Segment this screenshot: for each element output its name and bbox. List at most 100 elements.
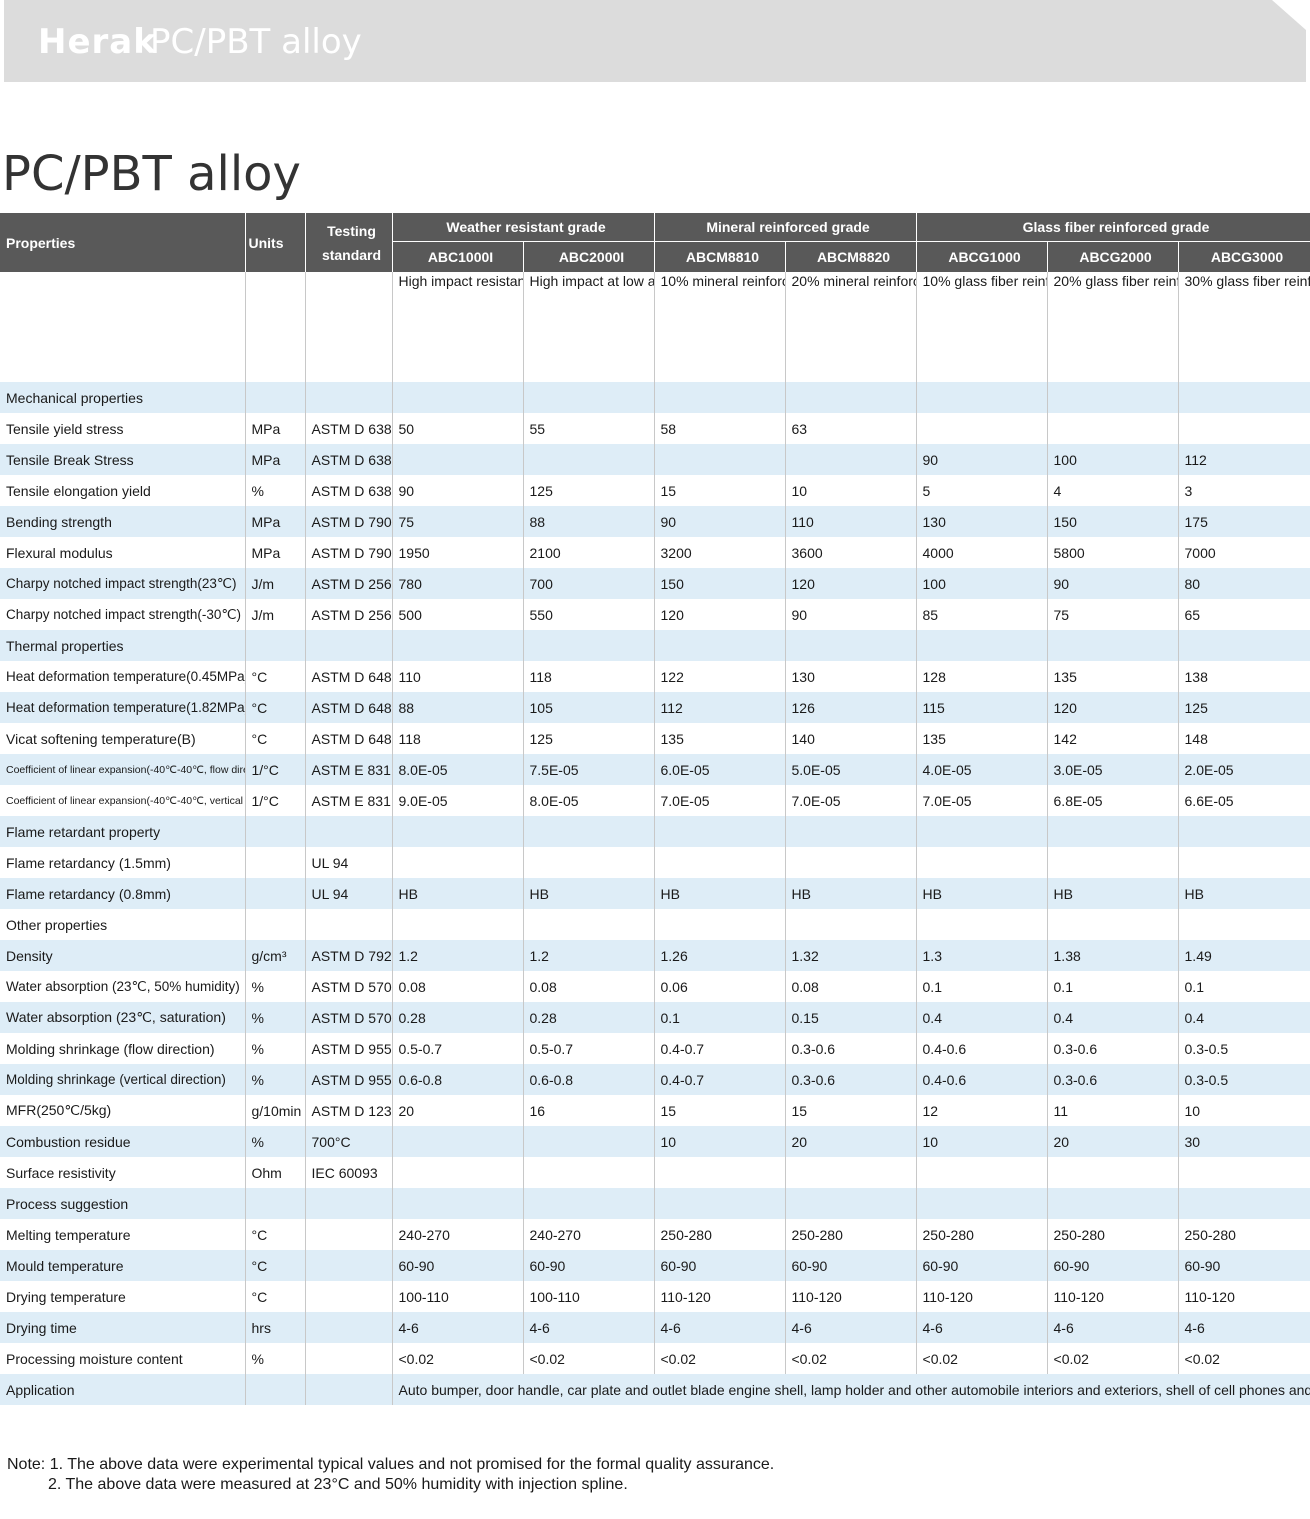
cell: 0.08	[785, 971, 917, 1002]
cell: ASTM E 831	[305, 754, 393, 785]
grade-header: ABCG1000	[916, 241, 1048, 272]
cell: 0.3-0.5	[1178, 1064, 1310, 1095]
cell: 0.28	[523, 1002, 655, 1033]
cell	[654, 847, 786, 878]
property-name: Tensile elongation yield	[0, 475, 246, 506]
cell	[916, 1157, 1048, 1188]
cell	[245, 878, 306, 909]
cell: 50	[392, 413, 524, 444]
cell: 240-270	[392, 1219, 524, 1250]
table-row: Melting temperature °C 240-270 240-270 250-2…	[0, 1219, 1310, 1250]
cell	[1178, 1188, 1310, 1219]
cell: HB	[392, 878, 524, 909]
cell	[785, 444, 917, 475]
cell: HB	[785, 878, 917, 909]
cell: 0.3-0.6	[1047, 1064, 1179, 1095]
cell	[1047, 816, 1179, 847]
cell	[654, 1157, 786, 1188]
cell: ASTM D 256	[305, 568, 393, 599]
cell	[305, 272, 393, 382]
cell: 250-280	[916, 1219, 1048, 1250]
cell: 1.32	[785, 940, 917, 971]
cell: 118	[392, 723, 524, 754]
property-name: Processing moisture content	[0, 1343, 246, 1374]
table-row: Vicat softening temperature(B) °C ASTM D 6…	[0, 723, 1310, 754]
description-row: High impact resistance; high fluidity; g…	[0, 272, 1310, 382]
cell	[1178, 1157, 1310, 1188]
cell	[785, 909, 917, 940]
cell: 88	[392, 692, 524, 723]
table-row: Coefficient of linear expansion(-40℃-40℃…	[0, 754, 1310, 785]
grade-header: ABCM8810	[654, 241, 786, 272]
cell: 1.3	[916, 940, 1048, 971]
cell	[245, 1374, 306, 1405]
cell: 20	[392, 1095, 524, 1126]
cell: 500	[392, 599, 524, 630]
cell: 60-90	[1047, 1250, 1179, 1281]
cell: 128	[916, 661, 1048, 692]
section-title: Thermal properties	[0, 630, 246, 661]
cell	[654, 630, 786, 661]
header-cell: Testing standard	[305, 213, 393, 272]
cell: 1.2	[523, 940, 655, 971]
property-name: Coefficient of linear expansion(-40℃-40℃…	[0, 754, 246, 785]
description: High impact at low and high temperature;…	[523, 272, 655, 382]
cell: 110-120	[1178, 1281, 1310, 1312]
cell	[392, 630, 524, 661]
cell: 90	[916, 444, 1048, 475]
table-row: Mechanical properties	[0, 382, 1310, 413]
cell: 80	[1178, 568, 1310, 599]
cell	[245, 1188, 306, 1219]
property-name: Mould temperature	[0, 1250, 246, 1281]
cell	[785, 382, 917, 413]
table-row: Density g/cm³ ASTM D 792 1.2 1.2 1.26 1.32 1.3 1…	[0, 940, 1310, 971]
cell: 100-110	[523, 1281, 655, 1312]
cell: 90	[1047, 568, 1179, 599]
grade-header: ABCG2000	[1047, 241, 1179, 272]
cell: 4-6	[785, 1312, 917, 1343]
cell: ASTM D 648	[305, 661, 393, 692]
property-name: Tensile Break Stress	[0, 444, 246, 475]
cell: ASTM D 638	[305, 413, 393, 444]
cell: 15	[654, 475, 786, 506]
table-row: Heat deformation temperature(1.82MPa) °C A…	[0, 692, 1310, 723]
cell	[1047, 382, 1179, 413]
table-row: Drying temperature °C 100-110 100-110 110-12…	[0, 1281, 1310, 1312]
cell	[523, 444, 655, 475]
cell: 112	[654, 692, 786, 723]
cell: 3600	[785, 537, 917, 568]
cell	[785, 816, 917, 847]
cell	[305, 1312, 393, 1343]
cell	[523, 816, 655, 847]
cell	[1178, 382, 1310, 413]
cell: 0.5-0.7	[523, 1033, 655, 1064]
cell	[305, 816, 393, 847]
cell: %	[245, 1126, 306, 1157]
cell	[305, 1281, 393, 1312]
cell: 4-6	[523, 1312, 655, 1343]
cell: 100-110	[392, 1281, 524, 1312]
cell: J/m	[245, 599, 306, 630]
cell	[1047, 413, 1179, 444]
cell: IEC 60093	[305, 1157, 393, 1188]
cell: ASTM D 256	[305, 599, 393, 630]
header-cell: Properties	[0, 213, 246, 272]
cell	[245, 630, 306, 661]
cell	[654, 382, 786, 413]
cell: 120	[654, 599, 786, 630]
cell: 90	[654, 506, 786, 537]
cell: Ohm	[245, 1157, 306, 1188]
property-name: Charpy notched impact strength(23℃)	[0, 568, 246, 599]
description: 10% mineral reinforced; high rigidity; h…	[654, 272, 786, 382]
cell: 8.0E-05	[392, 754, 524, 785]
cell: 3	[1178, 475, 1310, 506]
description: 20% mineral reinforced; high rigidity; h…	[785, 272, 917, 382]
cell: °C	[245, 661, 306, 692]
cell: 0.4	[1178, 1002, 1310, 1033]
cell: 65	[1178, 599, 1310, 630]
cell: 15	[785, 1095, 917, 1126]
cell	[654, 816, 786, 847]
property-name: Molding shrinkage (vertical direction)	[0, 1064, 246, 1095]
cell: °C	[245, 1281, 306, 1312]
